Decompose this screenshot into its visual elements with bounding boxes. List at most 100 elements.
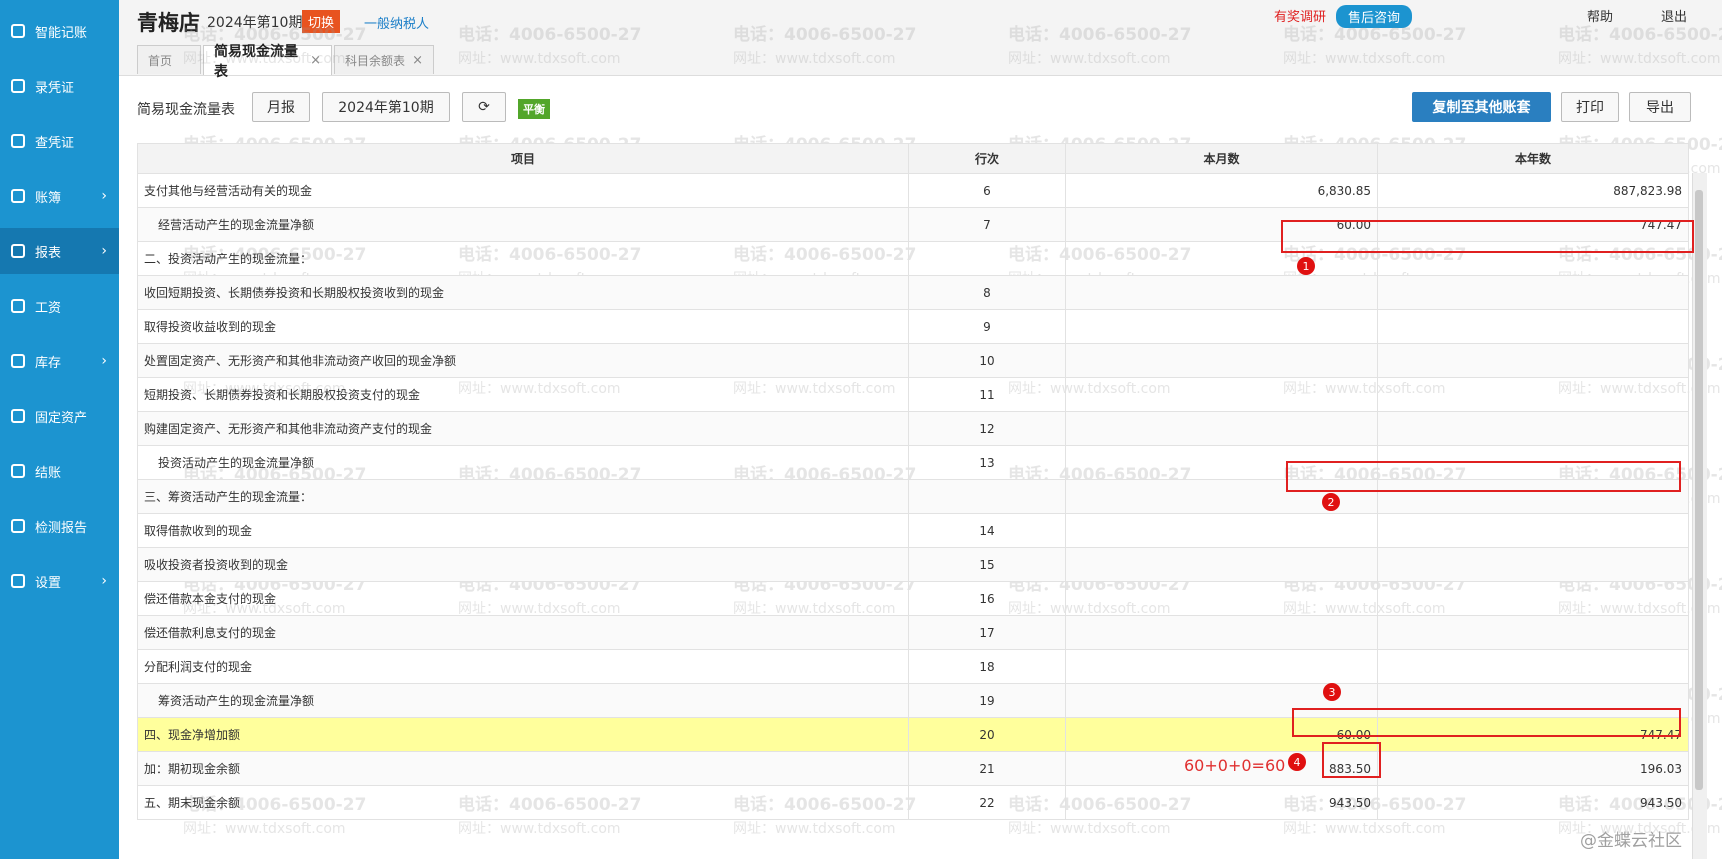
line-cell: 8: [908, 275, 1066, 310]
line-cell: [908, 241, 1066, 276]
month-cell: [1065, 615, 1378, 650]
tab-close[interactable]: ×: [412, 52, 423, 68]
menu-item[interactable]: 录凭证: [0, 63, 119, 109]
menu-label: 工资: [35, 300, 62, 316]
line-cell: 15: [908, 547, 1066, 582]
exit-link[interactable]: 退出: [1661, 10, 1688, 25]
print-button[interactable]: 打印: [1561, 92, 1619, 122]
status-badge: 平衡: [518, 99, 550, 119]
menu-label: 设置: [35, 575, 62, 591]
annotation-marker: 2: [1322, 493, 1340, 511]
month-cell: [1065, 309, 1378, 344]
table-row: 偿还借款利息支付的现金 17: [137, 615, 1689, 650]
table-row: 偿还借款本金支付的现金 16: [137, 581, 1689, 616]
annotation-marker: 1: [1297, 257, 1315, 275]
tab[interactable]: 科目余额表 ×: [334, 45, 434, 74]
survey-link[interactable]: 有奖调研: [1274, 10, 1327, 25]
column-header: 项目: [137, 143, 909, 174]
menu-icon: [11, 79, 25, 93]
taxpayer-link[interactable]: 一般纳税人: [364, 17, 430, 32]
tab-close[interactable]: ×: [310, 53, 321, 68]
period-select[interactable]: 2024年第10期: [322, 92, 450, 122]
menu-item[interactable]: 工资: [0, 283, 119, 329]
tab[interactable]: 简易现金流量表 ×: [203, 44, 332, 80]
menu-icon: [11, 519, 25, 533]
year-cell: [1377, 377, 1689, 412]
report-table: 项目 行次 本月数 本年数 支付其他与经营活动有关的现金 6 6,830.85 887,823…: [137, 143, 1689, 820]
table-row: 五、期末现金余额 22 943.50 943.50: [137, 785, 1689, 820]
header: 青梅店 2024年第10期 切换 一般纳税人 有奖调研 售后咨询 帮助 退出 首页 简易现金流量表…: [119, 0, 1722, 80]
item-cell: 投资活动产生的现金流量净额: [137, 445, 909, 480]
column-header: 行次: [908, 143, 1066, 174]
table-row: 支付其他与经营活动有关的现金 6 6,830.85 887,823.98: [137, 173, 1689, 208]
menu-arrow: ›: [101, 243, 107, 259]
refresh-button[interactable]: ⟳: [462, 92, 506, 122]
line-cell: 11: [908, 377, 1066, 412]
annotation-formula: 60+0+0=60: [1184, 756, 1286, 775]
line-cell: 14: [908, 513, 1066, 548]
line-cell: 18: [908, 649, 1066, 684]
line-cell: 7: [908, 207, 1066, 242]
menu-item[interactable]: 查凭证: [0, 118, 119, 164]
menu-item[interactable]: 设置 ›: [0, 558, 119, 604]
footer-watermark: @金蝶云社区: [1580, 831, 1682, 851]
year-cell: [1377, 411, 1689, 446]
menu-label: 检测报告: [35, 520, 88, 536]
item-cell: 分配利润支付的现金: [137, 649, 909, 684]
item-cell: 取得投资收益收到的现金: [137, 309, 909, 344]
menu-item[interactable]: 库存 ›: [0, 338, 119, 384]
month-cell: [1065, 649, 1378, 684]
month-cell: [1065, 513, 1378, 548]
line-cell: 19: [908, 683, 1066, 718]
year-cell: [1377, 479, 1689, 514]
table-row: 取得投资收益收到的现金 9: [137, 309, 1689, 344]
menu-item[interactable]: 报表 ›: [0, 228, 119, 274]
year-cell: [1377, 309, 1689, 344]
item-cell: 取得借款收到的现金: [137, 513, 909, 548]
line-cell: 20: [908, 717, 1066, 752]
annotation-box: [1322, 742, 1381, 778]
year-cell: [1377, 615, 1689, 650]
item-cell: 经营活动产生的现金流量净额: [137, 207, 909, 242]
tab-label: 简易现金流量表: [214, 43, 298, 80]
menu-label: 查凭证: [35, 135, 75, 151]
tab-label: 科目余额表: [345, 53, 406, 68]
year-cell: [1377, 547, 1689, 582]
menu-item[interactable]: 账簿 ›: [0, 173, 119, 219]
menu-arrow: ›: [101, 573, 107, 589]
table-row: 短期投资、长期债券投资和长期股权投资支付的现金 11: [137, 377, 1689, 412]
toolbar-title: 简易现金流量表: [137, 102, 235, 118]
sidebar: 智能记账录凭证查凭证账簿 › 报表 › 工资库存 › 固定资产结账检测报告设置 ›: [0, 0, 119, 859]
export-button[interactable]: 导出: [1629, 92, 1691, 122]
column-header: 本年数: [1377, 143, 1689, 174]
support-button[interactable]: 售后咨询: [1336, 5, 1413, 28]
line-cell: 10: [908, 343, 1066, 378]
report-type-select[interactable]: 月报: [252, 92, 310, 122]
item-cell: 支付其他与经营活动有关的现金: [137, 173, 909, 208]
item-cell: 吸收投资者投资收到的现金: [137, 547, 909, 582]
table-row: 收回短期投资、长期债券投资和长期股权投资收到的现金 8: [137, 275, 1689, 310]
item-cell: 筹资活动产生的现金流量净额: [137, 683, 909, 718]
menu-icon: [11, 299, 25, 313]
menu-label: 结账: [35, 465, 62, 481]
menu-icon: [11, 354, 25, 368]
switch-button[interactable]: 切换: [302, 10, 341, 33]
annotation-box: [1281, 220, 1694, 253]
menu-item[interactable]: 固定资产: [0, 393, 119, 439]
month-cell: [1065, 377, 1378, 412]
table-row: 处置固定资产、无形资产和其他非流动资产收回的现金净额 10: [137, 343, 1689, 378]
annotation-box: [1292, 708, 1681, 737]
month-cell: [1065, 547, 1378, 582]
item-cell: 偿还借款利息支付的现金: [137, 615, 909, 650]
item-cell: 二、投资活动产生的现金流量：: [137, 241, 909, 276]
menu-item[interactable]: 检测报告: [0, 503, 119, 549]
year-cell: [1377, 649, 1689, 684]
copy-button[interactable]: 复制至其他账套: [1412, 92, 1551, 122]
menu-item[interactable]: 智能记账: [0, 8, 119, 54]
table-row: 经营活动产生的现金流量净额 7 60.00 747.47: [137, 207, 1689, 242]
tab[interactable]: 首页: [137, 45, 201, 74]
menu-item[interactable]: 结账: [0, 448, 119, 494]
help-link[interactable]: 帮助: [1587, 10, 1614, 25]
table-row: 四、现金净增加额 20 60.00 747.47: [137, 717, 1689, 752]
